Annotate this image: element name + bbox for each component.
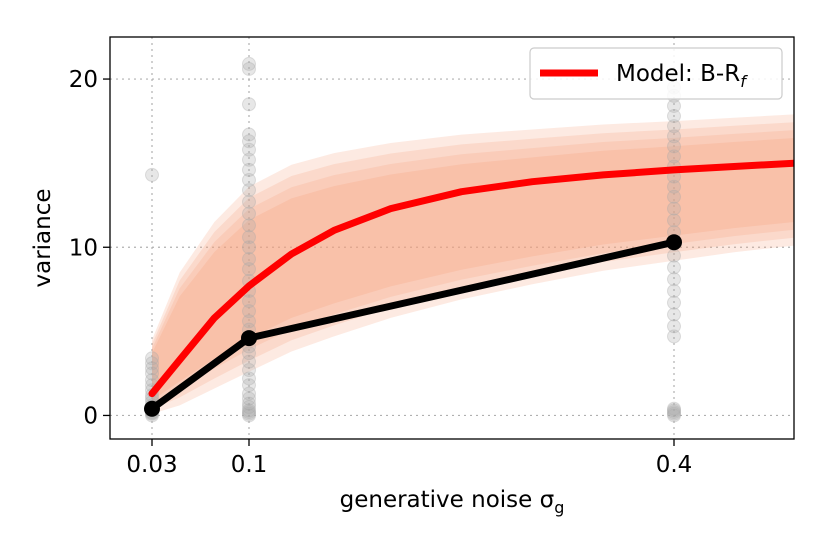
scatter-point-0-18 xyxy=(145,167,159,182)
scatter-point-2-5 xyxy=(667,329,681,344)
scatter-point-1-24 xyxy=(242,230,256,245)
y-axis-label: variance xyxy=(30,188,56,287)
y-tick-label-0: 0 xyxy=(83,403,98,429)
axis-ticks: 0.03 0.1 0.4 0 10 20 xyxy=(69,67,693,478)
band-layer-2 xyxy=(152,130,794,405)
scatter-point-1-7 xyxy=(242,386,256,401)
scatter-point-1-3 xyxy=(242,403,256,418)
scatter-point-2-3 xyxy=(667,403,681,418)
scatter-point-1-9 xyxy=(242,371,256,386)
scatter-point-1-10 xyxy=(242,363,256,378)
scatter-point-2-4 xyxy=(667,401,681,416)
scatter-point-2-6 xyxy=(667,319,681,334)
scatter-point-1-2 xyxy=(242,405,256,420)
scatter-point-2-11 xyxy=(667,260,681,275)
y-tick-label-2: 20 xyxy=(69,67,98,93)
scatter-point-1-31 xyxy=(242,152,256,167)
x-tick-label-1: 0.1 xyxy=(231,452,268,478)
scatter-point-1-30 xyxy=(242,162,256,177)
scatter-point-2-0 xyxy=(667,408,681,423)
scatter-point-1-5 xyxy=(242,396,256,411)
scatter-point-2-24 xyxy=(667,119,681,134)
model-band xyxy=(152,114,794,414)
scatter-point-0-13 xyxy=(145,373,159,388)
scatter-point-1-18 xyxy=(242,294,256,309)
scatter-point-1-32 xyxy=(242,142,256,157)
scatter-point-2-7 xyxy=(667,307,681,322)
legend-box xyxy=(529,47,783,100)
scatter-point-1-16 xyxy=(242,314,256,329)
plot-frame xyxy=(109,36,795,440)
series-line-0 xyxy=(148,159,794,398)
x-tick-label-0: 0.03 xyxy=(126,452,177,478)
scatter-point-2-12 xyxy=(667,248,681,263)
y-tick-label-1: 10 xyxy=(69,235,98,261)
scatter-point-1-11 xyxy=(242,354,256,369)
scatter-point-2-18 xyxy=(667,179,681,194)
scatter-point-0-17 xyxy=(145,351,159,366)
band-layer-3 xyxy=(152,138,794,401)
scatter-point-1-29 xyxy=(242,172,256,187)
scatter-point-2-8 xyxy=(667,295,681,310)
scatter-points xyxy=(145,56,681,423)
scatter-point-2-1 xyxy=(667,406,681,421)
scatter-point-1-33 xyxy=(242,134,256,149)
scatter-point-2-21 xyxy=(667,149,681,164)
x-tick-label-2: 0.4 xyxy=(656,452,693,478)
scatter-point-1-37 xyxy=(242,56,256,71)
scatter-point-2-16 xyxy=(667,201,681,216)
scatter-point-2-22 xyxy=(667,139,681,154)
series-marker-1-2 xyxy=(666,234,682,251)
scatter-point-1-28 xyxy=(242,183,256,198)
scatter-point-1-8 xyxy=(242,378,256,393)
scatter-point-1-22 xyxy=(242,252,256,267)
scatter-point-1-6 xyxy=(242,391,256,406)
series-marker-1-0 xyxy=(144,400,160,417)
band-layer-0 xyxy=(152,114,794,414)
scatter-point-1-35 xyxy=(242,97,256,112)
x-axis-label: generative noise σg xyxy=(340,487,565,517)
legend: Model: B-Rf xyxy=(529,47,783,100)
scatter-point-1-4 xyxy=(242,400,256,415)
scatter-point-1-17 xyxy=(242,304,256,319)
scatter-point-1-12 xyxy=(242,346,256,361)
scatter-point-1-0 xyxy=(242,408,256,423)
scatter-point-1-1 xyxy=(242,406,256,421)
scatter-point-1-27 xyxy=(242,194,256,209)
scatter-point-1-23 xyxy=(242,240,256,255)
scatter-point-2-25 xyxy=(667,109,681,124)
scatter-point-0-16 xyxy=(145,356,159,371)
scatter-point-1-36 xyxy=(242,61,256,76)
scatter-point-2-9 xyxy=(667,283,681,298)
scatter-point-0-15 xyxy=(145,361,159,376)
legend-label-model: Model: B-Rf xyxy=(616,61,748,91)
scatter-point-2-15 xyxy=(667,213,681,228)
scatter-point-1-34 xyxy=(242,127,256,142)
scatter-point-1-26 xyxy=(242,206,256,221)
scatter-point-2-2 xyxy=(667,405,681,420)
series-marker-1-1 xyxy=(241,330,257,347)
scatter-point-1-21 xyxy=(242,262,256,277)
series-lines xyxy=(144,159,794,417)
scatter-point-1-25 xyxy=(242,218,256,233)
scatter-point-2-17 xyxy=(667,189,681,204)
scatter-point-2-23 xyxy=(667,129,681,144)
scatter-point-2-10 xyxy=(667,272,681,287)
band-layer-1 xyxy=(152,122,794,410)
scatter-point-0-14 xyxy=(145,366,159,381)
